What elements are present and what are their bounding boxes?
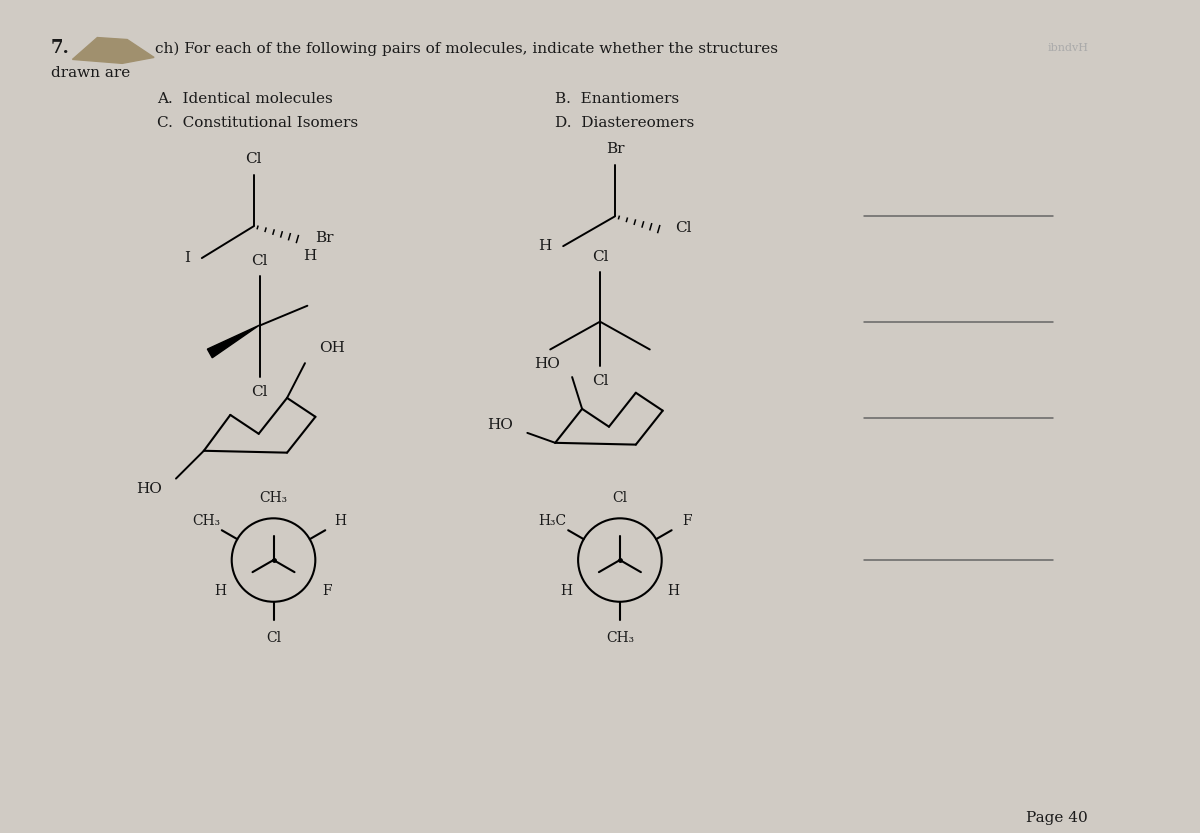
Text: F: F xyxy=(322,584,331,598)
Text: Cl: Cl xyxy=(251,254,268,268)
Text: F: F xyxy=(683,514,692,528)
Text: ibndvH: ibndvH xyxy=(1048,43,1088,53)
Text: CH₃: CH₃ xyxy=(192,514,221,528)
Text: H: H xyxy=(667,584,679,598)
Text: Cl: Cl xyxy=(245,152,262,166)
Text: Cl: Cl xyxy=(266,631,281,645)
Text: Cl: Cl xyxy=(592,374,608,388)
Text: H: H xyxy=(335,514,347,528)
Text: I: I xyxy=(184,251,190,265)
Text: HO: HO xyxy=(534,357,560,372)
Text: C.  Constitutional Isomers: C. Constitutional Isomers xyxy=(157,116,358,130)
Text: Cl: Cl xyxy=(612,491,628,506)
Text: 7.: 7. xyxy=(50,39,70,57)
Text: H: H xyxy=(214,584,226,598)
Text: Br: Br xyxy=(316,232,334,245)
Text: H: H xyxy=(538,239,551,253)
Polygon shape xyxy=(72,37,154,63)
Text: H: H xyxy=(304,249,317,263)
Text: OH: OH xyxy=(319,342,344,355)
Text: Cl: Cl xyxy=(251,385,268,399)
Text: Br: Br xyxy=(606,142,624,156)
Text: B.  Enantiomers: B. Enantiomers xyxy=(556,92,679,106)
Text: H: H xyxy=(560,584,572,598)
Text: H₃C: H₃C xyxy=(539,514,566,528)
Text: Cl: Cl xyxy=(674,222,691,235)
Text: Cl: Cl xyxy=(592,250,608,264)
Text: CH₃: CH₃ xyxy=(259,491,288,506)
Text: HO: HO xyxy=(136,481,162,496)
Text: D.  Diastereomers: D. Diastereomers xyxy=(556,116,695,130)
Text: A.  Identical molecules: A. Identical molecules xyxy=(157,92,332,106)
Text: HO: HO xyxy=(487,418,514,432)
Text: drawn are: drawn are xyxy=(50,67,130,80)
Text: CH₃: CH₃ xyxy=(606,631,634,645)
Polygon shape xyxy=(208,325,259,357)
Text: ch) For each of the following pairs of molecules, indicate whether the structure: ch) For each of the following pairs of m… xyxy=(155,42,778,56)
Text: Page 40: Page 40 xyxy=(1026,811,1087,826)
